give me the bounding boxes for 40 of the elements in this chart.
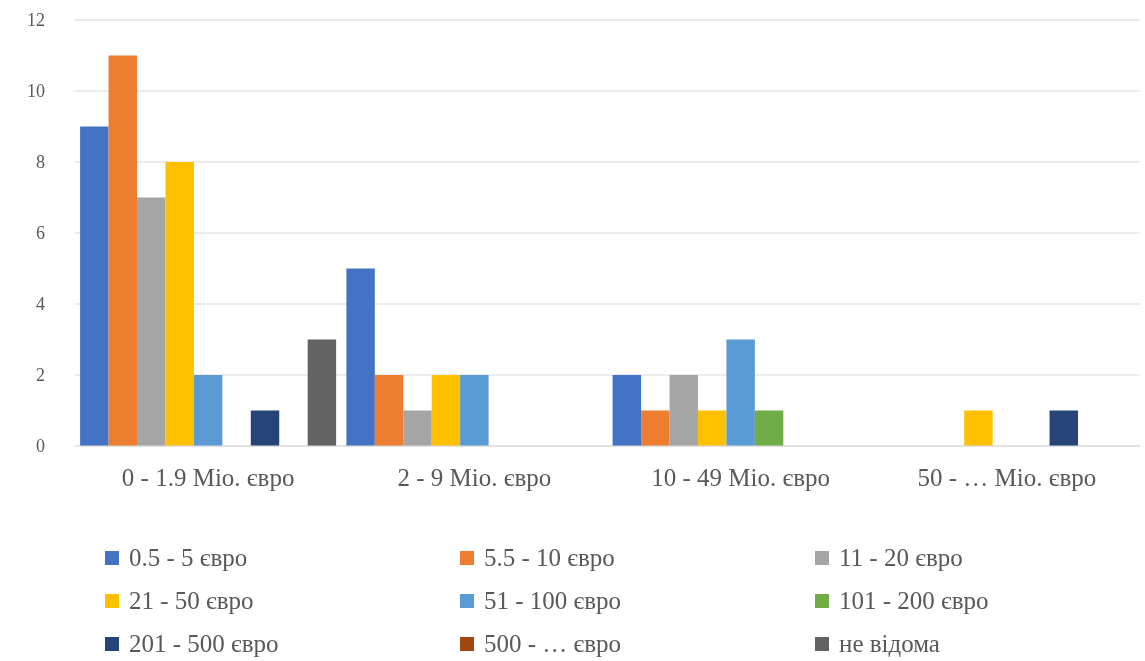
bar <box>193 375 223 446</box>
bar <box>250 410 280 446</box>
y-tick-label: 8 <box>36 152 45 173</box>
bar <box>108 55 138 446</box>
y-tick-label: 0 <box>36 436 45 457</box>
x-tick-label: 50 - … Mio. євро <box>917 464 1097 491</box>
bar <box>346 268 375 446</box>
bar <box>697 410 727 446</box>
legend-label: 11 - 20 євро <box>839 544 963 571</box>
bar <box>431 375 461 446</box>
y-tick-label: 12 <box>27 10 45 31</box>
bar <box>403 410 432 446</box>
bar <box>964 410 993 446</box>
legend-label: 0.5 - 5 євро <box>129 544 248 571</box>
legend-label: не відома <box>839 630 940 657</box>
bar <box>460 375 489 446</box>
bar <box>307 339 337 446</box>
legend-label: 5.5 - 10 євро <box>484 544 615 571</box>
bar <box>165 162 194 446</box>
x-tick-label: 2 - 9 Mio. євро <box>397 464 552 491</box>
bar <box>612 375 642 446</box>
bar <box>641 410 670 446</box>
legend-label: 21 - 50 євро <box>129 587 254 614</box>
legend-label: 101 - 200 євро <box>839 587 989 614</box>
legend-label: 500 - … євро <box>484 630 622 657</box>
y-tick-label: 2 <box>36 365 45 386</box>
y-tick-label: 6 <box>36 223 45 244</box>
bar <box>669 375 698 446</box>
legend-label: 51 - 100 євро <box>484 587 622 614</box>
bar <box>726 339 755 446</box>
x-tick-label: 0 - 1.9 Mio. євро <box>121 464 295 491</box>
bar <box>754 410 784 446</box>
legend-label: 201 - 500 євро <box>129 630 279 657</box>
bar <box>374 375 404 446</box>
x-tick-label: 10 - 49 Mio. євро <box>651 464 831 491</box>
bar <box>80 126 109 446</box>
bar <box>137 197 166 446</box>
bar <box>1049 410 1078 446</box>
y-tick-label: 4 <box>36 294 45 315</box>
y-tick-label: 10 <box>27 81 45 102</box>
